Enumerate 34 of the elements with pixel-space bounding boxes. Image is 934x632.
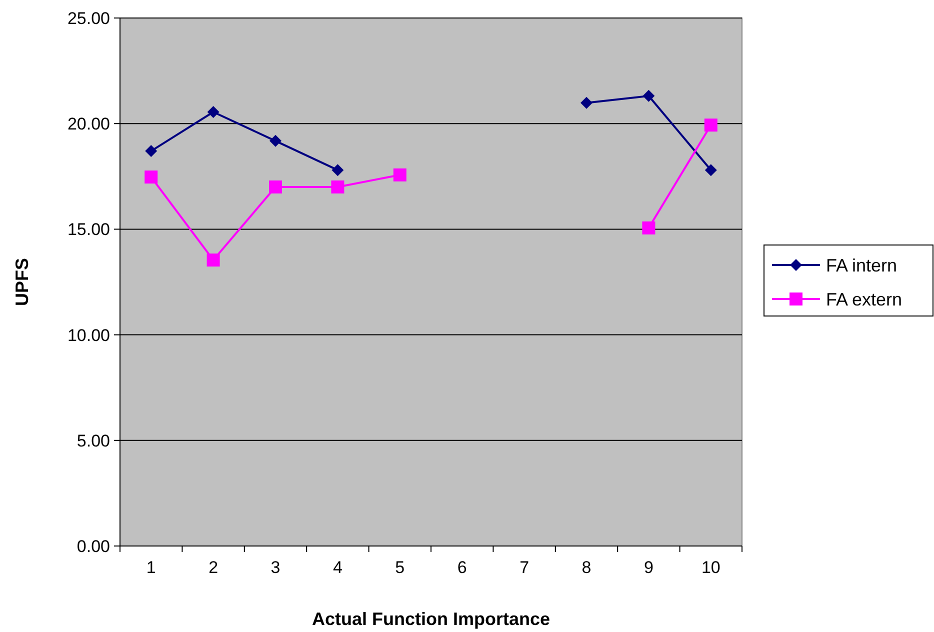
x-tick-label: 6 (457, 558, 467, 577)
point (207, 106, 220, 118)
point (269, 180, 282, 194)
legend-label: FA intern (826, 255, 898, 276)
point (642, 221, 656, 234)
x-tick-label: 2 (208, 558, 218, 577)
x-tick-label: 7 (520, 558, 530, 577)
point (331, 180, 344, 194)
x-tick-label: 4 (332, 558, 342, 577)
y-tick-label: 25.00 (67, 8, 110, 28)
point (206, 254, 220, 267)
x-tick-label: 1 (146, 558, 156, 577)
x-tick-label: 9 (644, 558, 654, 577)
x-tick-label: 3 (270, 558, 280, 577)
y-tick-label: 20.00 (67, 114, 110, 134)
point (270, 134, 282, 147)
legend-label: FA extern (826, 289, 902, 310)
point (393, 168, 406, 182)
point (704, 118, 718, 132)
x-tick-label: 8 (582, 558, 592, 577)
point (642, 90, 655, 102)
y-tick-label: 15.00 (67, 220, 110, 240)
x-tick-label: 5 (395, 558, 405, 577)
point (580, 96, 592, 109)
y-tick-label: 0.00 (76, 536, 110, 556)
y-tick-label: 10.00 (67, 326, 110, 345)
point (145, 145, 158, 158)
x-tick-label: 10 (701, 558, 720, 577)
x-axis-title: Actual Function Importance (312, 609, 550, 629)
point (332, 164, 344, 176)
y-axis-title: UPFS (12, 258, 32, 306)
y-tick-label: 5.00 (76, 431, 110, 450)
point (704, 164, 717, 176)
point (144, 170, 158, 184)
